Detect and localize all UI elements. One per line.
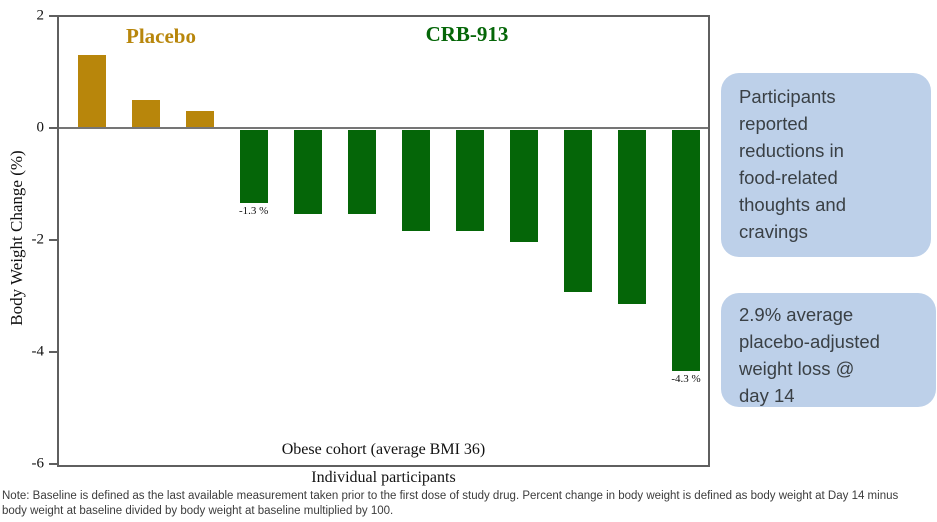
group-title-placebo: Placebo — [126, 24, 196, 48]
bar-crb-913-11 — [618, 130, 646, 304]
bar-crb-913-7 — [401, 130, 430, 231]
y-tick-mark — [49, 239, 57, 241]
bar-placebo-2 — [131, 100, 160, 128]
footnote: Note: Baseline is defined as the last av… — [2, 490, 899, 517]
callout-food-cravings: Participants reported reductions in food… — [721, 73, 931, 257]
y-tick-label: -6 — [31, 455, 45, 472]
bar-crb-913-5 — [293, 130, 322, 214]
y-tick-label: 0 — [36, 119, 45, 136]
callout-weight-loss: 2.9% average placebo-adjusted weight los… — [721, 293, 936, 407]
bar-crb-913-9 — [509, 130, 538, 242]
bar-crb-913-4 — [239, 130, 268, 203]
y-tick-mark — [49, 127, 57, 129]
y-tick-mark — [49, 463, 57, 465]
bar-placebo-1 — [77, 55, 106, 128]
cohort-caption: Obese cohort (average BMI 36) — [281, 441, 486, 458]
bar-crb-913-6 — [347, 130, 376, 214]
bar-crb-913-10 — [563, 130, 592, 293]
y-tick-label: -2 — [31, 231, 45, 248]
y-tick-mark — [49, 15, 57, 17]
y-tick-mark — [49, 351, 57, 353]
bar-value-label: -1.3 % — [238, 204, 269, 217]
bar-crb-913-12 — [672, 130, 701, 371]
y-axis-title: Body Weight Change (%) — [7, 150, 26, 326]
plot-area: Placebo CRB-913 -1.3 % -4.3 % Obese cohor… — [57, 15, 710, 467]
x-axis-title: Individual participants — [311, 469, 456, 486]
bar-crb-913-8 — [455, 130, 484, 231]
y-tick-label: -4 — [31, 343, 45, 360]
group-title-crb913: CRB-913 — [425, 22, 509, 46]
bar-placebo-3 — [185, 111, 214, 128]
bar-value-label: -4.3 % — [671, 372, 701, 385]
zero-baseline — [59, 127, 708, 129]
y-tick-label: 2 — [36, 7, 45, 24]
